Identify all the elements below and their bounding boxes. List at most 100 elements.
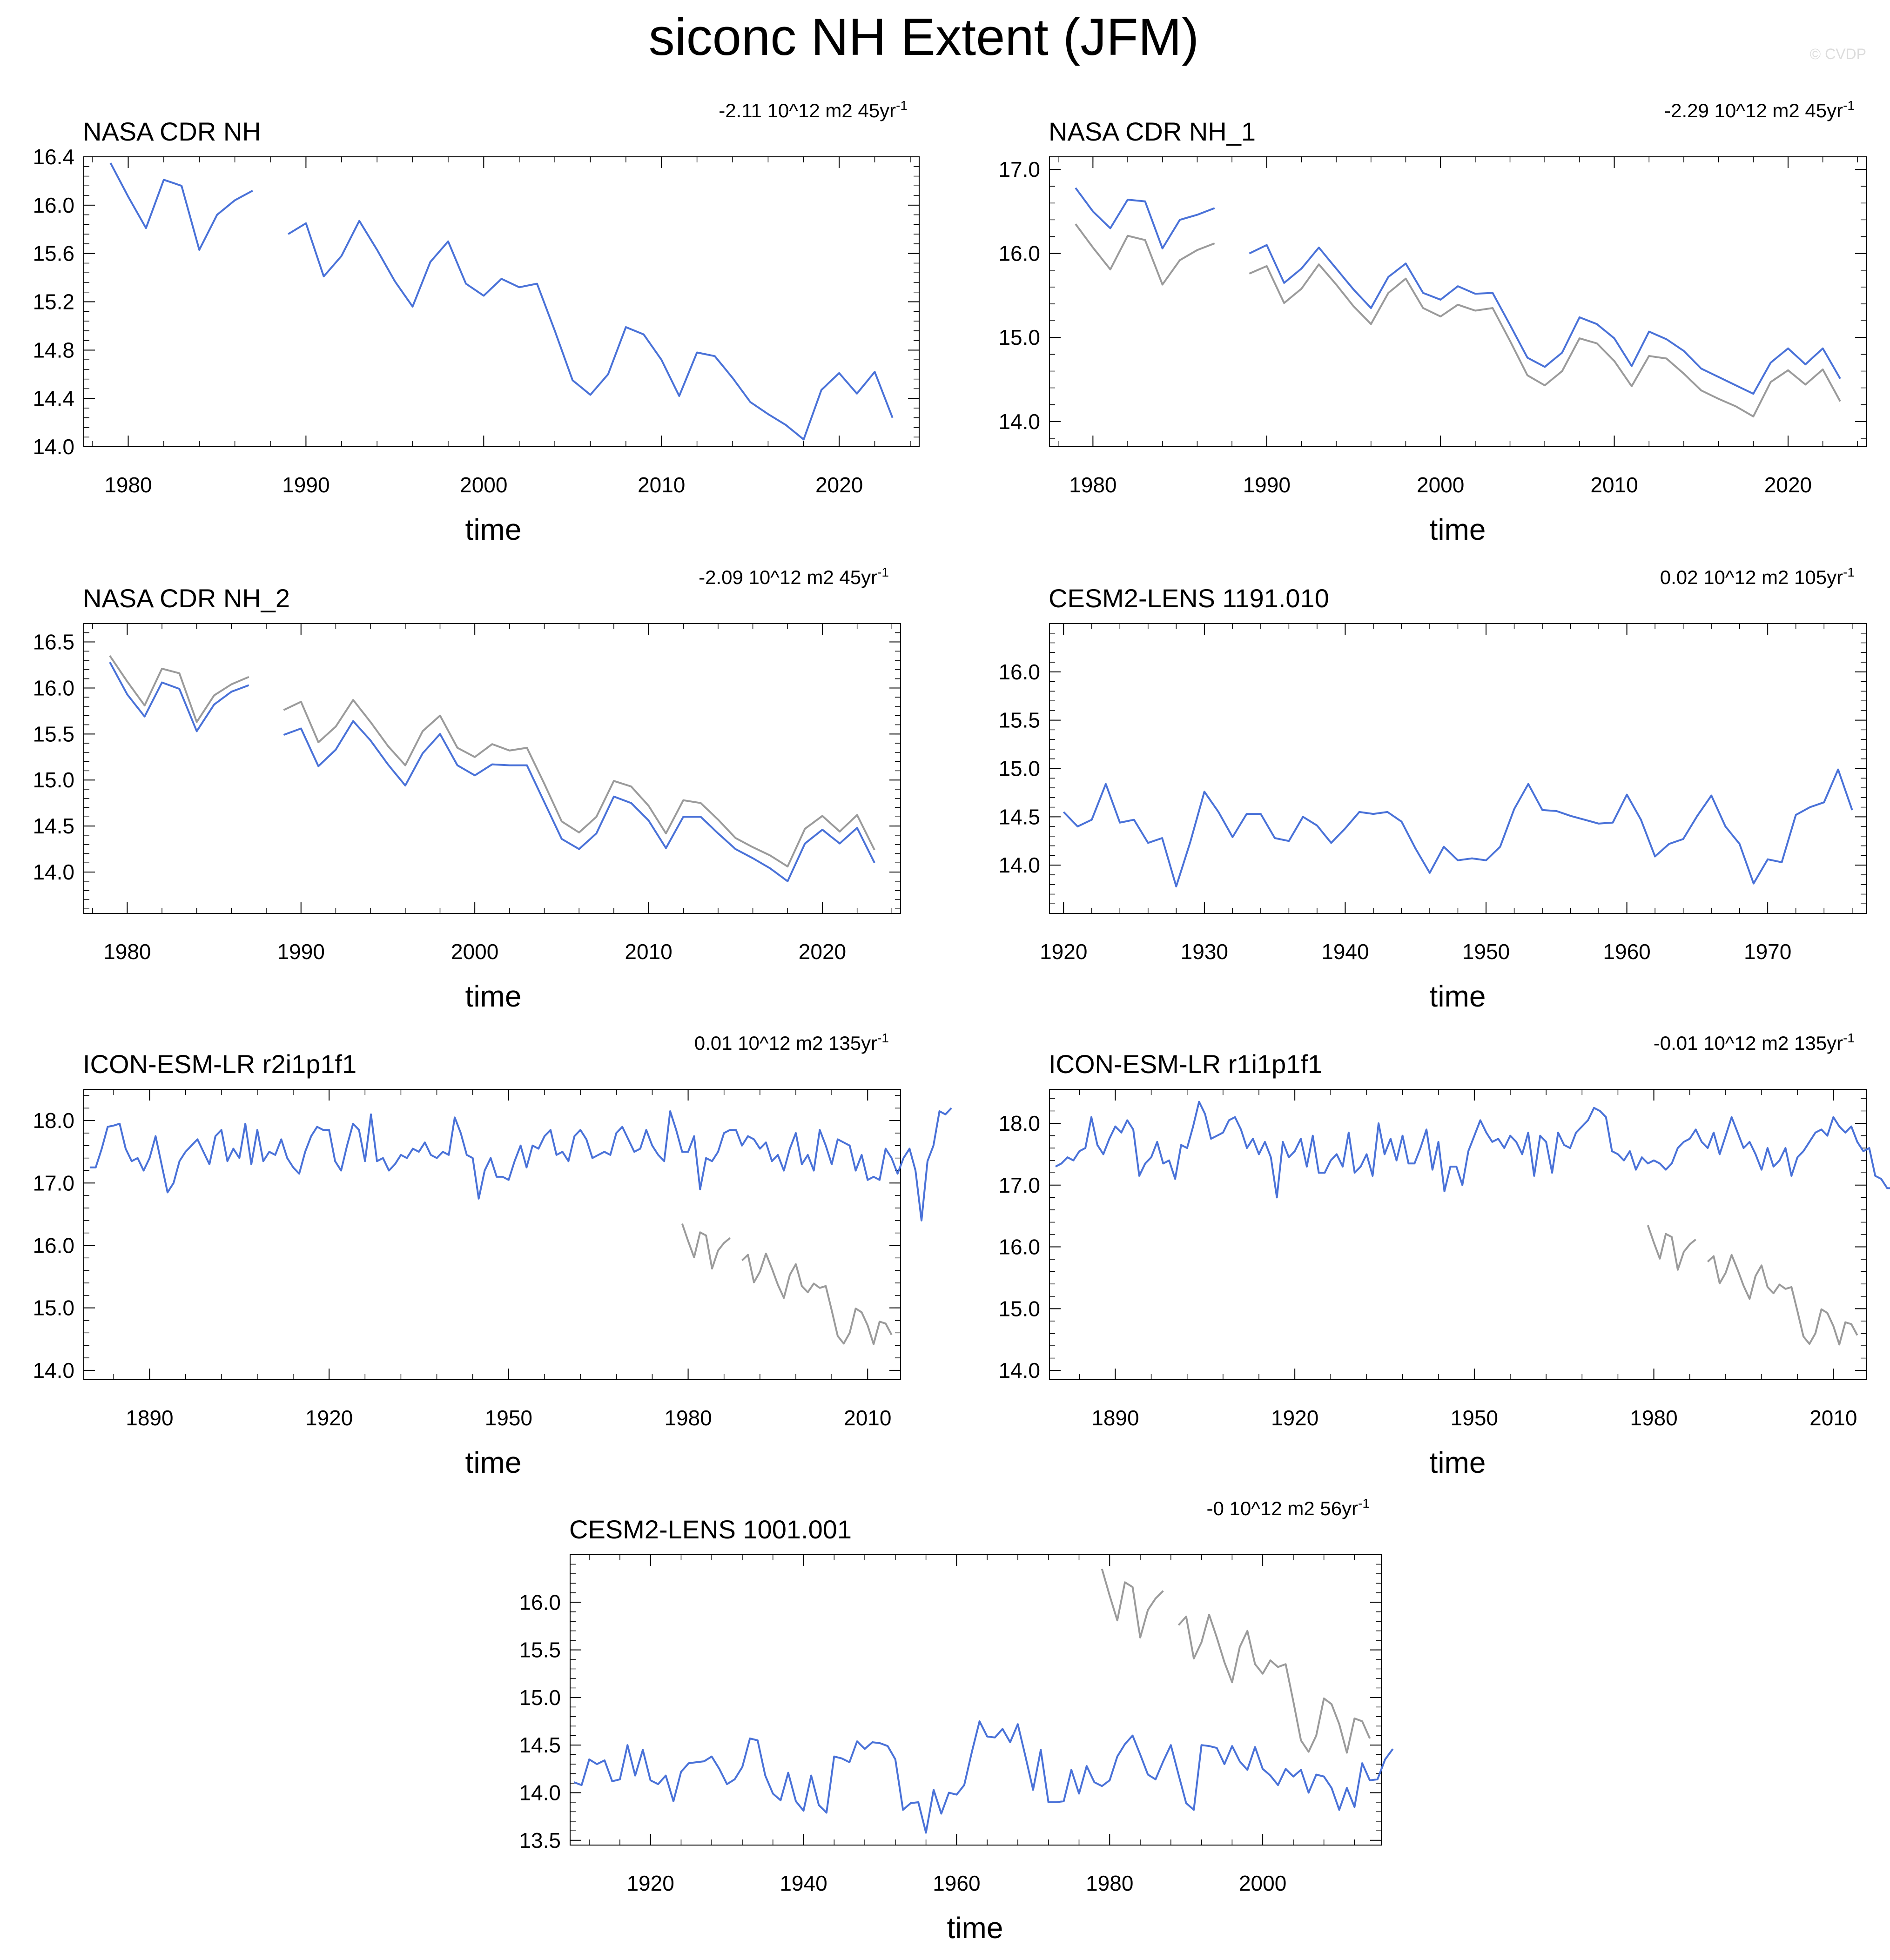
x-tick-label: 2000 (451, 940, 498, 964)
x-tick-label: 1920 (305, 1406, 353, 1430)
x-tick-label: 2010 (1809, 1406, 1857, 1430)
minor-ticks (84, 1089, 901, 1380)
y-tick-label: 14.0 (33, 1358, 74, 1383)
plot-frame (83, 156, 920, 447)
x-axis-title: time (1430, 513, 1486, 546)
y-tick-label: 16.0 (998, 660, 1040, 684)
trend-exponent: -1 (1358, 1496, 1370, 1510)
trend-exponent: -1 (877, 565, 889, 579)
x-tick-label: 1960 (933, 1871, 980, 1895)
series-model (109, 662, 875, 882)
x-tick-label: 1980 (103, 940, 151, 964)
y-tick-label: 13.5 (519, 1828, 561, 1853)
y-tick-label: 18.0 (33, 1108, 74, 1133)
series-model (109, 162, 894, 441)
series-line-segment (109, 162, 253, 251)
plot-frame (83, 1089, 901, 1380)
series-model (1075, 187, 1841, 395)
trend-exponent: -1 (1843, 1031, 1855, 1045)
y-tick-label: 15.5 (33, 722, 74, 746)
y-tick-label: 17.0 (998, 157, 1040, 181)
x-tick-label: 2000 (1417, 473, 1464, 497)
x-tick-label: 1980 (1630, 1406, 1677, 1430)
series-observed-reference (1101, 1569, 1371, 1754)
x-tick-label: 1980 (104, 473, 152, 497)
series-line-segment (741, 1252, 893, 1345)
series-line-segment (1075, 187, 1215, 249)
chart-panel-4: CESM2-LENS 1191.010 0.02 10^12 m2 105yr-1… (998, 565, 1867, 1013)
series-line-segment (1707, 1254, 1858, 1346)
x-axis-title: time (1430, 1446, 1486, 1479)
series-line-segment (1055, 1101, 1890, 1199)
y-tick-label: 14.0 (998, 1358, 1040, 1383)
series-line-segment (1249, 244, 1841, 395)
x-tick-label: 1950 (1451, 1406, 1498, 1430)
y-tick-label: 16.0 (33, 193, 74, 217)
series-line-segment (89, 1107, 952, 1222)
y-tick-label: 15.5 (519, 1638, 561, 1662)
y-tick-label: 15.0 (998, 325, 1040, 349)
x-axis-title: time (465, 980, 522, 1013)
x-tick-label: 1930 (1181, 940, 1228, 964)
panel-title: ICON-ESM-LR r1i1p1f1 (1049, 1049, 1322, 1079)
x-tick-label: 2010 (1590, 473, 1638, 497)
x-axis-title: time (465, 1446, 522, 1479)
series-line-segment (1063, 768, 1853, 887)
plot-frame (1049, 1089, 1867, 1380)
trend-exponent: -1 (896, 98, 908, 113)
y-tick-label: 15.0 (33, 1296, 74, 1320)
x-tick-label: 1990 (277, 940, 325, 964)
series-observed-reference (681, 1223, 893, 1345)
watermark: © CVDP (1810, 46, 1866, 62)
x-tick-label: 1970 (1744, 940, 1791, 964)
panel-title: NASA CDR NH_2 (83, 584, 290, 613)
series-line-segment (283, 720, 875, 882)
series-model (89, 1107, 952, 1222)
plot-frame (1049, 156, 1867, 447)
panel-title: CESM2-LENS 1001.001 (569, 1515, 852, 1544)
y-tick-label: 16.0 (998, 242, 1040, 266)
figure-title: siconc NH Extent (JFM) (649, 8, 1199, 66)
y-tick-label: 16.0 (33, 676, 74, 700)
trend-text: -2.11 10^12 m2 45yr (719, 100, 896, 121)
y-tick-label: 16.0 (998, 1235, 1040, 1259)
x-tick-label: 1950 (1462, 940, 1510, 964)
trend-text: -0 10^12 m2 56yr (1207, 1497, 1359, 1519)
panel-title: NASA CDR NH (83, 117, 261, 146)
panel-title: ICON-ESM-LR r2i1p1f1 (83, 1049, 356, 1079)
y-tick-label: 15.6 (33, 242, 74, 266)
trend-text: -2.29 10^12 m2 45yr (1664, 100, 1843, 121)
trend-exponent: -1 (1843, 565, 1855, 579)
y-tick-label: 15.0 (998, 1296, 1040, 1321)
series-observed-reference (109, 655, 875, 868)
series-line-segment (109, 662, 249, 732)
y-tick-label: 14.0 (998, 853, 1040, 877)
y-tick-label: 14.5 (998, 805, 1040, 829)
series-line-segment (1177, 1613, 1371, 1754)
series-line-segment (573, 1720, 1394, 1834)
chart-panel-7: CESM2-LENS 1001.001 -0 10^12 m2 56yr-1 13.… (519, 1496, 1394, 1945)
series-line-segment (283, 699, 875, 868)
trend-annotation: -2.09 10^12 m2 45yr-1 (699, 565, 889, 588)
y-tick-label: 17.0 (998, 1173, 1040, 1197)
x-tick-label: 1920 (626, 1871, 674, 1895)
trend-text: 0.02 10^12 m2 105yr (1660, 566, 1843, 588)
x-tick-label: 1920 (1040, 940, 1087, 964)
x-tick-label: 2020 (1764, 473, 1812, 497)
x-tick-label: 1940 (780, 1871, 827, 1895)
series-model (1063, 768, 1853, 887)
series-line-segment (288, 220, 894, 441)
x-tick-label: 2000 (460, 473, 507, 497)
y-tick-label: 14.5 (519, 1733, 561, 1757)
plot-frame (570, 1554, 1382, 1846)
y-tick-label: 14.0 (33, 860, 74, 884)
trend-annotation: 0.02 10^12 m2 105yr-1 (1660, 565, 1855, 588)
trend-text: 0.01 10^12 m2 135yr (694, 1032, 877, 1054)
panels-group: NASA CDR NH-2.11 10^12 m2 45yr-114.014.4… (33, 98, 1890, 1945)
x-tick-label: 1990 (282, 473, 330, 497)
x-tick-label: 2010 (638, 473, 685, 497)
trend-annotation: -2.11 10^12 m2 45yr-1 (719, 98, 908, 121)
x-tick-label: 1980 (1069, 473, 1117, 497)
trend-annotation: 0.01 10^12 m2 135yr-1 (694, 1031, 889, 1054)
